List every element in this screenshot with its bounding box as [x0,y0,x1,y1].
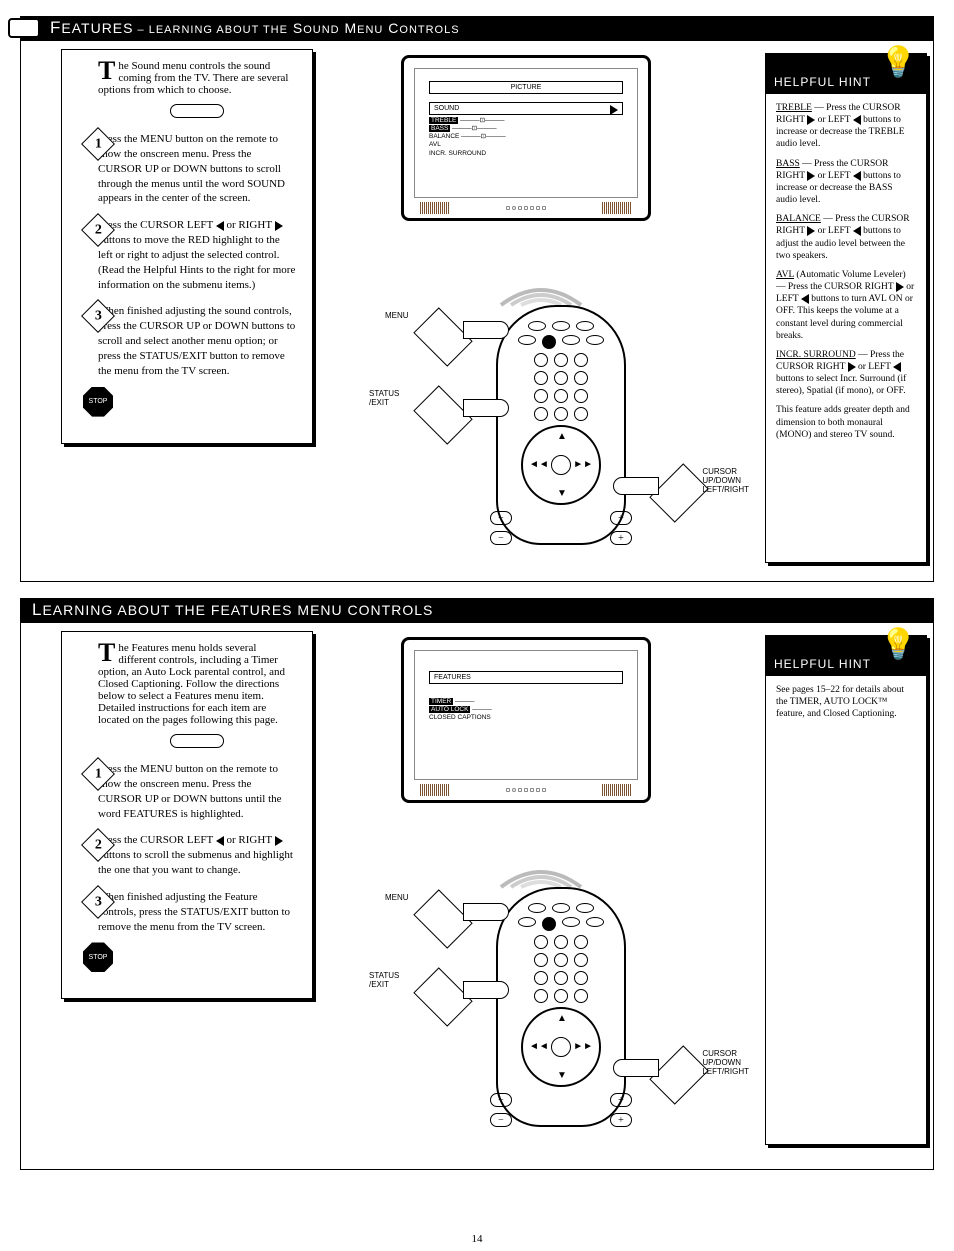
section1-header: TV FEATURES – LEARNING ABOUT THE SOUND M… [20,16,934,40]
section1-tip-card: HELPFUL HINT 💡 TREBLE — Press the CURSOR… [765,53,927,563]
osd-features-list: TIMER ——— AUTO LOCK ——— CLOSED CAPTIONS [429,698,623,722]
tv-icon: TV [8,18,40,38]
step-3: 3 When finished adjusting the sound cont… [98,304,296,378]
section2-header-text: LEARNING ABOUT THE FEATURES MENU CONTROL… [32,600,433,620]
stop-block-2: STOP [98,946,296,972]
hand-cursor-icon: CURSORUP/DOWNLEFT/RIGHT [621,475,703,499]
step-3-b: 3 When finished adjusting the Feature co… [98,890,296,935]
tv-speaker-row-2 [414,780,638,800]
section1-steps-card: T he Sound menu controls the sound comin… [61,49,313,444]
remote-figure-2: ▲ ▼ ◄◄ ►► − + − + MENU STATUS/EXIT CURSO… [441,887,681,1127]
hand-cursor-icon-2: CURSORUP/DOWNLEFT/RIGHT [621,1057,703,1081]
hand-menu-icon-2: MENU [419,901,501,925]
drop-cap: T [98,60,115,82]
cursor-right-icon-2 [275,836,283,846]
tip-header-2: HELPFUL HINT 💡 [766,636,926,676]
lightbulb-icon: 💡 [880,48,918,78]
step-2: 2 Press the CURSOR LEFT or RIGHT buttons… [98,218,296,292]
cursor-right-icon [275,221,283,231]
osd-context: PICTURE [429,81,623,94]
tv-figure-2: FEATURES TIMER ——— AUTO LOCK ——— CLOSED … [401,637,651,803]
osd-arrow-icon [610,105,618,115]
stop-block: STOP [98,391,296,417]
osd-sound-list: TREBLE ———⊡——— BASS ———⊡——— BALANCE ———⊡… [429,117,623,158]
section1-intro: T he Sound menu controls the sound comin… [98,60,296,118]
signal-waves-icon-2 [491,849,591,889]
tv-figure: PICTURE SOUND TREBLE ———⊡——— BASS ———⊡——… [401,55,651,221]
tv-screen: PICTURE SOUND TREBLE ———⊡——— BASS ———⊡——… [414,68,638,198]
section2-header: LEARNING ABOUT THE FEATURES MENU CONTROL… [20,598,934,622]
remote-figure: ▲ ▼ ◄◄ ►► − + − + MENU STATUS/EXIT CURSO… [441,305,681,545]
step-1-b: 1 Press the MENU button on the remote to… [98,762,296,821]
osd-sound-bar: SOUND [429,102,623,115]
drop-cap-2: T [98,642,115,664]
menu-button-graphic [170,104,224,118]
tip-header: HELPFUL HINT 💡 [766,54,926,94]
section2-steps-card: T he Features menu holds several differe… [61,631,313,999]
tv-screen-2: FEATURES TIMER ——— AUTO LOCK ——— CLOSED … [414,650,638,780]
step-1: 1 Press the MENU button on the remote to… [98,132,296,206]
cursor-left-icon-2 [216,836,224,846]
section2-tip-card: HELPFUL HINT 💡 See pages 15–22 for detai… [765,635,927,1145]
signal-waves-icon [491,267,591,307]
osd-features-bar: FEATURES [429,671,623,684]
lightbulb-icon-2: 💡 [880,630,918,660]
hand-status-icon: STATUS/EXIT [419,397,501,421]
hand-menu-icon: MENU [419,319,501,343]
menu-button-graphic-2 [170,734,224,748]
section1: T he Sound menu controls the sound comin… [20,40,934,582]
hand-status-icon-2: STATUS/EXIT [419,979,501,1003]
step-2-b: 2 Press the CURSOR LEFT or RIGHT buttons… [98,833,296,878]
section1-header-text: FEATURES – LEARNING ABOUT THE SOUND MENU… [50,18,460,38]
section2-intro: T he Features menu holds several differe… [98,642,296,748]
section2: T he Features menu holds several differe… [20,622,934,1170]
cursor-left-icon [216,221,224,231]
tv-speaker-row [414,198,638,218]
